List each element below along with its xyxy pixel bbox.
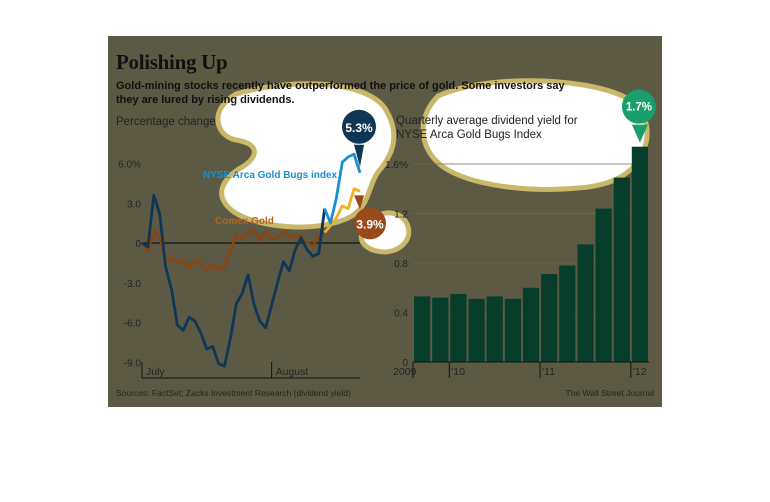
series-label-comex: Comex Gold [215,216,274,227]
series-line-gold-bugs [141,193,326,368]
bar [486,296,503,362]
bar-x-tick-label: '12 [633,366,647,378]
line-y-tick-label: -9.0 [124,358,142,369]
callout-bubble-gold-bugs [342,109,376,144]
bar [504,298,521,362]
bar [613,177,630,362]
bar [432,297,449,362]
bar-y-tick-label: 0.4 [394,309,408,320]
line-y-axis-label: Percentage change [116,116,216,128]
bar-y-tick-label: 1.2 [394,210,408,221]
callout-value-gold-bugs: 5.3% [345,121,373,135]
series-line-comex [140,229,326,273]
chart-title: Polishing Up [116,50,228,74]
bar [468,298,485,362]
line-y-tick-label: 0 [135,239,141,250]
sources-note: Sources: FactSet; Zacks Investment Resea… [116,388,351,398]
line-x-tick-label: July [146,366,165,378]
callout-bubble-yield [621,89,656,124]
bar-chart-title-line: NYSE Arca Gold Bugs Index [396,129,542,141]
series-line-gold-bugs-highlight [323,152,362,225]
bar [577,244,594,362]
bar [559,265,576,362]
bar-x-tick-label: '11 [542,366,555,378]
bar [541,274,558,362]
bar-chart-title: Quarterly average dividend yield for NYSE… [396,115,578,141]
bar-x-tick-label: 2009 [393,366,417,378]
line-y-tick-label: -3.0 [124,279,142,290]
line-x-tick-label: August [276,366,309,378]
bar-chart-title-line: Quarterly average dividend yield for [396,115,578,127]
bar [595,208,612,362]
credit-note: The Wall Street Journal [565,388,655,398]
callout-pointer-yield [631,124,648,143]
callout-bubble-comex [354,207,386,240]
bar [522,287,540,363]
callout-pointer-gold-bugs [354,144,364,167]
bar [414,296,431,362]
line-y-tick-label: -6.0 [124,319,142,330]
series-label-gold-bugs: NYSE Arca Gold Bugs index [203,170,338,181]
chart-graphic: Percentage change 6.0% 3.0 0 -3.0 -6.0 -9.0 Jul… [108,36,662,407]
bar [631,146,648,362]
chart-subtitle: Gold-mining stocks recently have outperf… [116,80,565,106]
series-line-comex-highlight [323,187,361,234]
callout-pointer-comex [354,195,364,210]
callout-value-yield: 1.7% [626,102,652,114]
chart-canvas: Percentage change 6.0% 3.0 0 -3.0 -6.0 -9.0 Jul… [108,36,662,407]
bar [450,293,467,362]
bar-y-tick-label: 0.8 [394,259,408,270]
callout-value-comex: 3.9% [356,217,384,231]
bar-x-tick-label: '10 [451,366,465,378]
bar-y-tick-label: 0 [402,358,408,369]
line-y-tick-label: 6.0% [118,160,141,171]
bar-y-tick-label: 1.6% [385,160,408,171]
line-y-tick-label: 3.0 [127,199,141,210]
